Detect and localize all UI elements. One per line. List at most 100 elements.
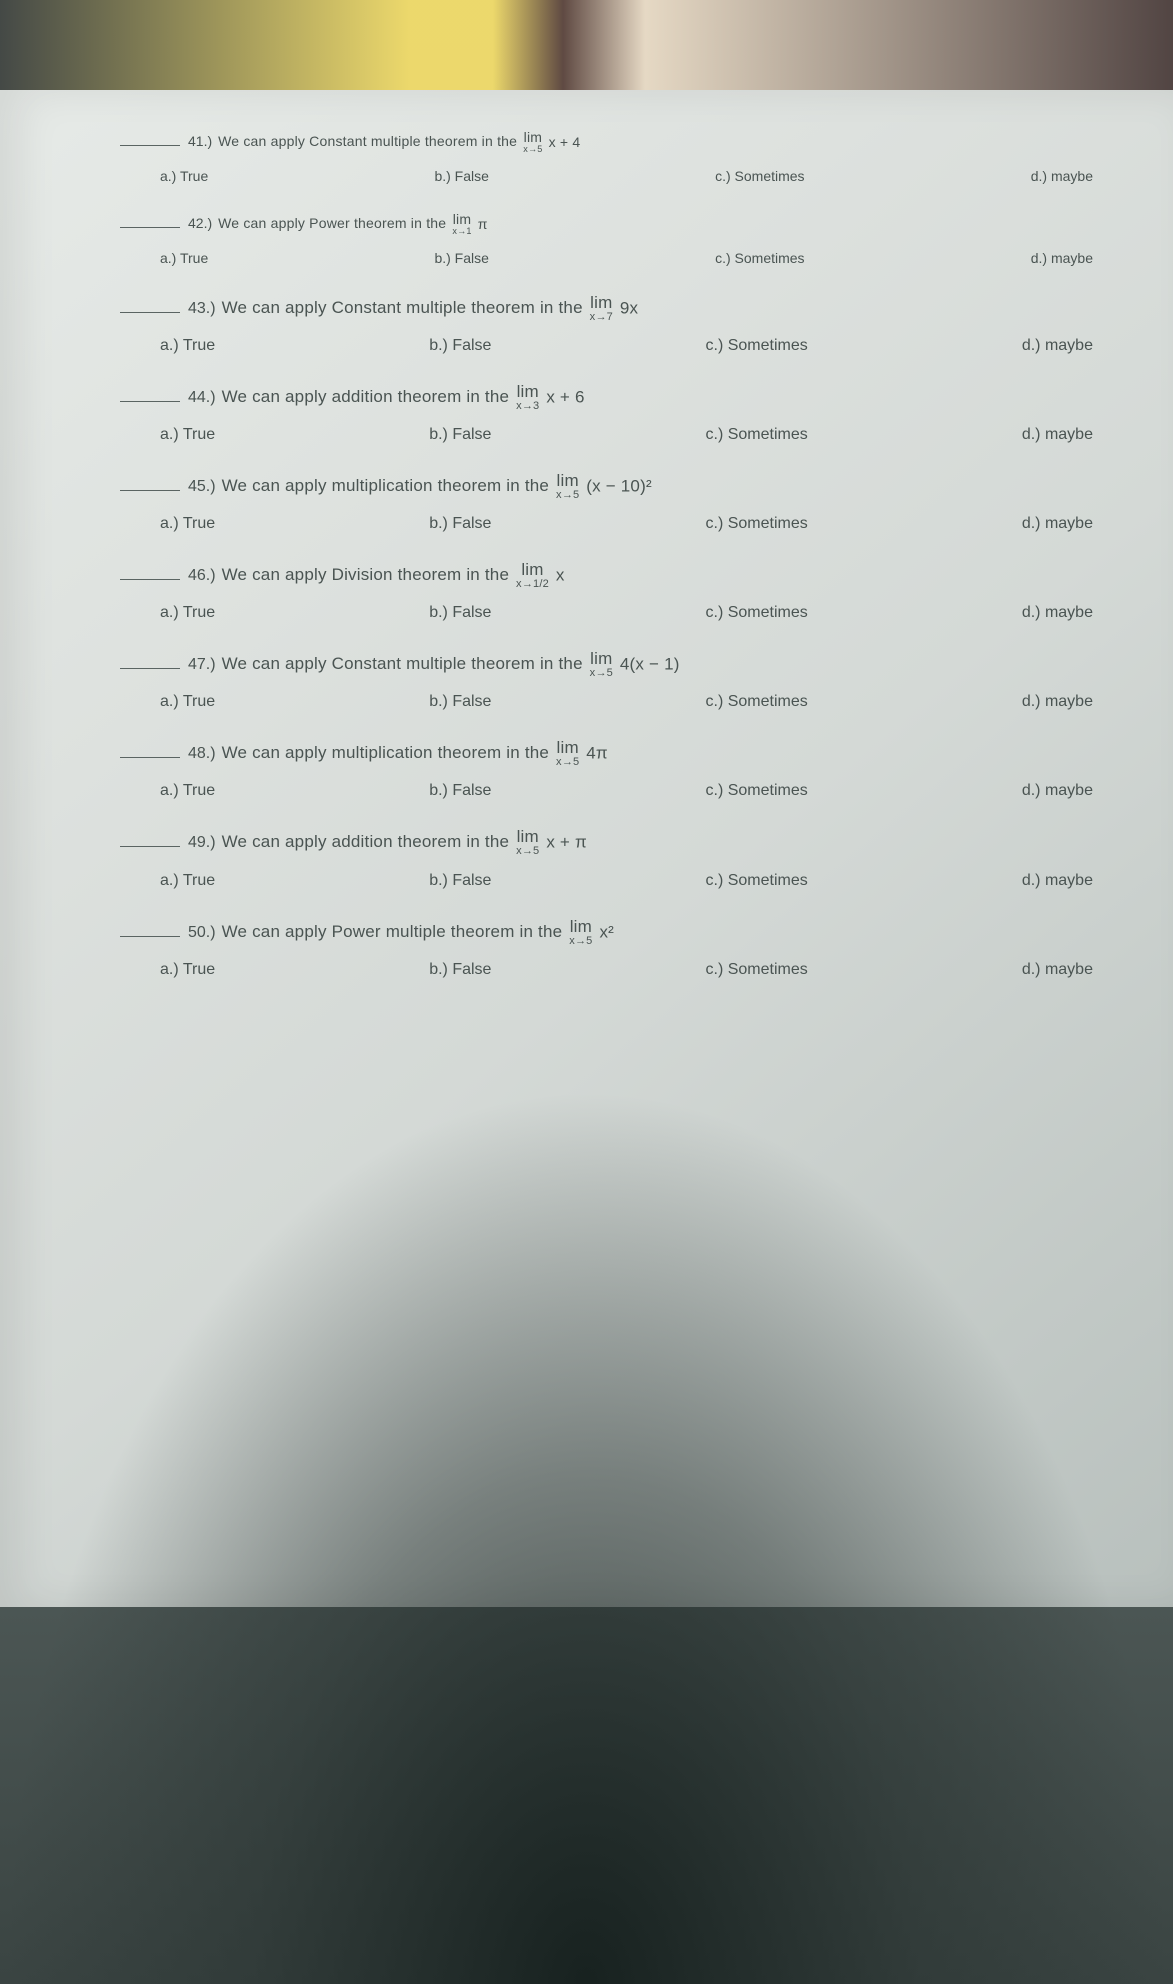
lim-subscript: x→7	[590, 312, 613, 323]
question-number: 49.)	[188, 834, 216, 852]
option-c[interactable]: c.) Sometimes	[706, 515, 808, 533]
question-text: We can apply Division theorem in the lim…	[222, 561, 565, 590]
option-d[interactable]: d.) maybe	[1031, 168, 1093, 184]
option-b[interactable]: b.) False	[434, 250, 488, 266]
answer-blank[interactable]	[120, 579, 180, 580]
expression: 4(x − 1)	[615, 655, 680, 674]
option-d[interactable]: d.) maybe	[1022, 872, 1093, 890]
answer-blank[interactable]	[120, 401, 180, 402]
question-text: We can apply multiplication theorem in t…	[222, 739, 608, 768]
option-b[interactable]: b.) False	[429, 604, 491, 622]
option-c[interactable]: c.) Sometimes	[706, 426, 808, 444]
lim-subscript: x→5	[516, 846, 539, 857]
question-stem: 41.)We can apply Constant multiple theor…	[120, 130, 1113, 154]
option-a[interactable]: a.) True	[160, 604, 215, 622]
answer-blank[interactable]	[120, 668, 180, 669]
options-row: a.) True b.) False c.) Sometimes d.) maybe	[120, 337, 1113, 355]
option-a[interactable]: a.) True	[160, 250, 208, 266]
question-number: 43.)	[188, 300, 216, 318]
option-b[interactable]: b.) False	[429, 961, 491, 979]
answer-blank[interactable]	[120, 312, 180, 313]
page-top-edge	[0, 0, 1173, 90]
question-number: 47.)	[188, 656, 216, 674]
answer-blank[interactable]	[120, 936, 180, 937]
question-number: 46.)	[188, 567, 216, 585]
option-b[interactable]: b.) False	[429, 872, 491, 890]
expression: (x − 10)²	[581, 477, 652, 496]
question-stem: 50.) We can apply Power multiple theorem …	[120, 918, 1113, 947]
option-d[interactable]: d.) maybe	[1022, 693, 1093, 711]
questions-list: 41.)We can apply Constant multiple theor…	[120, 130, 1113, 979]
option-c[interactable]: c.) Sometimes	[706, 872, 808, 890]
question-stem: 43.) We can apply Constant multiple theor…	[120, 294, 1113, 323]
option-d[interactable]: d.) maybe	[1022, 337, 1093, 355]
lim-subscript: x→5	[569, 936, 592, 947]
option-a[interactable]: a.) True	[160, 168, 208, 184]
option-a[interactable]: a.) True	[160, 782, 215, 800]
lim-subscript: x→5	[590, 668, 613, 679]
expression: 9x	[615, 299, 638, 318]
expression: π	[474, 216, 488, 232]
option-b[interactable]: b.) False	[429, 337, 491, 355]
limit-notation: limx→5	[590, 650, 613, 679]
answer-blank[interactable]	[120, 757, 180, 758]
question-stem: 47.) We can apply Constant multiple theor…	[120, 650, 1113, 679]
option-b[interactable]: b.) False	[429, 693, 491, 711]
question-44: 44.)We can apply addition theorem in the…	[120, 383, 1113, 444]
option-a[interactable]: a.) True	[160, 426, 215, 444]
question-text: We can apply Constant multiple theorem i…	[218, 130, 580, 154]
question-text: We can apply Constant multiple theorem i…	[222, 294, 639, 323]
option-c[interactable]: c.) Sometimes	[706, 782, 808, 800]
option-c[interactable]: c.) Sometimes	[715, 168, 804, 184]
option-c[interactable]: c.) Sometimes	[706, 337, 808, 355]
answer-blank[interactable]	[120, 490, 180, 491]
option-c[interactable]: c.) Sometimes	[706, 604, 808, 622]
limit-notation: limx→1	[452, 212, 471, 236]
option-a[interactable]: a.) True	[160, 961, 215, 979]
option-b[interactable]: b.) False	[429, 426, 491, 444]
option-a[interactable]: a.) True	[160, 872, 215, 890]
lim-word: lim	[516, 383, 539, 400]
lim-word: lim	[516, 561, 549, 578]
option-a[interactable]: a.) True	[160, 693, 215, 711]
question-number: 50.)	[188, 924, 216, 942]
question-stem: 45.)We can apply multiplication theorem …	[120, 472, 1113, 501]
option-d[interactable]: d.) maybe	[1022, 961, 1093, 979]
question-41: 41.)We can apply Constant multiple theor…	[120, 130, 1113, 184]
stem-pre: We can apply Constant multiple theorem i…	[222, 654, 588, 673]
option-b[interactable]: b.) False	[429, 782, 491, 800]
answer-blank[interactable]	[120, 227, 180, 228]
option-d[interactable]: d.) maybe	[1022, 604, 1093, 622]
option-d[interactable]: d.) maybe	[1031, 250, 1093, 266]
option-a[interactable]: a.) True	[160, 337, 215, 355]
question-43: 43.) We can apply Constant multiple theor…	[120, 294, 1113, 355]
limit-notation: limx→7	[590, 294, 613, 323]
question-text: We can apply Power theorem in the limx→1…	[218, 212, 487, 236]
option-d[interactable]: d.) maybe	[1022, 782, 1093, 800]
options-row: a.) True b.) False c.) Sometimes d.) maybe	[120, 515, 1113, 533]
question-49: 49.)We can apply addition theorem in the…	[120, 828, 1113, 889]
option-b[interactable]: b.) False	[434, 168, 488, 184]
option-c[interactable]: c.) Sometimes	[715, 250, 804, 266]
stem-pre: We can apply Power multiple theorem in t…	[222, 922, 568, 941]
question-48: 48.)We can apply multiplication theorem …	[120, 739, 1113, 800]
option-a[interactable]: a.) True	[160, 515, 215, 533]
lim-word: lim	[516, 828, 539, 845]
question-stem: 48.)We can apply multiplication theorem …	[120, 739, 1113, 768]
option-c[interactable]: c.) Sometimes	[706, 961, 808, 979]
question-text: We can apply Power multiple theorem in t…	[222, 918, 614, 947]
question-text: We can apply Constant multiple theorem i…	[222, 650, 680, 679]
option-d[interactable]: d.) maybe	[1022, 426, 1093, 444]
option-d[interactable]: d.) maybe	[1022, 515, 1093, 533]
question-stem: 49.)We can apply addition theorem in the…	[120, 828, 1113, 857]
expression: x + π	[541, 833, 587, 852]
stem-pre: We can apply multiplication theorem in t…	[222, 743, 554, 762]
options-row: a.) True b.) False c.) Sometimes d.) maybe	[120, 961, 1113, 979]
answer-blank[interactable]	[120, 145, 180, 146]
lim-word: lim	[523, 130, 542, 144]
option-b[interactable]: b.) False	[429, 515, 491, 533]
answer-blank[interactable]	[120, 846, 180, 847]
options-row: a.) True b.) False c.) Sometimes d.) maybe	[120, 872, 1113, 890]
option-c[interactable]: c.) Sometimes	[706, 693, 808, 711]
lim-word: lim	[452, 212, 471, 226]
